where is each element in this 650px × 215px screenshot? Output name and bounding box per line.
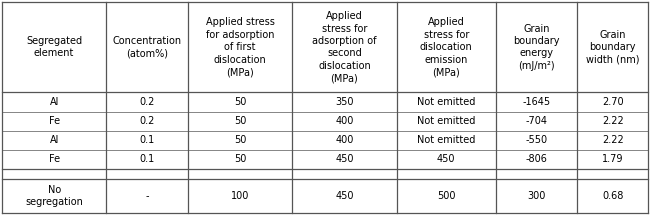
- Text: 1.79: 1.79: [602, 154, 623, 164]
- Text: Not emitted: Not emitted: [417, 116, 475, 126]
- Text: Applied stress
for adsorption
of first
dislocation
(MPa): Applied stress for adsorption of first d…: [205, 17, 274, 77]
- Text: 350: 350: [335, 97, 354, 107]
- Text: Al: Al: [49, 97, 59, 107]
- Text: 0.68: 0.68: [602, 191, 623, 201]
- Text: 450: 450: [335, 191, 354, 201]
- Text: 0.2: 0.2: [139, 116, 155, 126]
- Text: 50: 50: [234, 135, 246, 145]
- Text: 100: 100: [231, 191, 249, 201]
- Text: Grain
boundary
energy
(mJ/m²): Grain boundary energy (mJ/m²): [514, 24, 560, 71]
- Text: 2.70: 2.70: [602, 97, 623, 107]
- Text: -550: -550: [526, 135, 548, 145]
- Text: 300: 300: [528, 191, 546, 201]
- Text: Applied
stress for
adsorption of
second
dislocation
(MPa): Applied stress for adsorption of second …: [312, 11, 376, 83]
- Text: Concentration
(atom%): Concentration (atom%): [112, 36, 181, 58]
- Text: -: -: [146, 191, 149, 201]
- Text: Segregated
element: Segregated element: [26, 36, 83, 58]
- Text: 50: 50: [234, 154, 246, 164]
- Text: 0.1: 0.1: [140, 135, 155, 145]
- Text: Not emitted: Not emitted: [417, 97, 475, 107]
- Text: 2.22: 2.22: [602, 116, 623, 126]
- Text: 450: 450: [437, 154, 456, 164]
- Text: 450: 450: [335, 154, 354, 164]
- Text: -806: -806: [526, 154, 548, 164]
- Text: Grain
boundary
width (nm): Grain boundary width (nm): [586, 30, 640, 65]
- Text: Not emitted: Not emitted: [417, 135, 475, 145]
- Text: Applied
stress for
dislocation
emission
(MPa): Applied stress for dislocation emission …: [420, 17, 473, 77]
- Text: 400: 400: [335, 116, 354, 126]
- Text: 0.2: 0.2: [139, 97, 155, 107]
- Text: 50: 50: [234, 97, 246, 107]
- Text: 2.22: 2.22: [602, 135, 623, 145]
- Text: 500: 500: [437, 191, 456, 201]
- Text: Fe: Fe: [49, 116, 60, 126]
- Text: -704: -704: [526, 116, 548, 126]
- Text: No
segregation: No segregation: [25, 185, 83, 207]
- Text: 400: 400: [335, 135, 354, 145]
- Text: -1645: -1645: [523, 97, 551, 107]
- Text: 50: 50: [234, 116, 246, 126]
- Text: Fe: Fe: [49, 154, 60, 164]
- Text: Al: Al: [49, 135, 59, 145]
- Text: 0.1: 0.1: [140, 154, 155, 164]
